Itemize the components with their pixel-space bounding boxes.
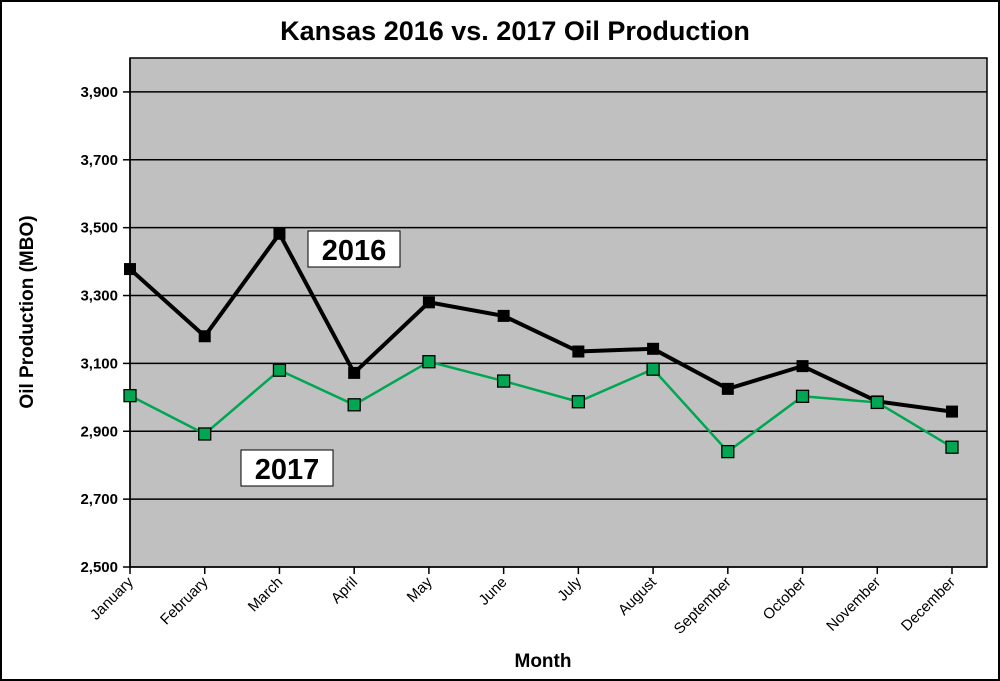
series-lines [128,230,953,454]
gridlines [130,91,987,500]
plot-area [129,57,988,568]
data-point-2016 [348,366,361,379]
series-label-2017: 2017 [240,449,334,487]
data-point-2016 [124,263,136,276]
x-axis-title: Month [515,651,572,672]
series-markers [123,227,959,459]
data-point-2017 [422,355,436,369]
data-point-2016 [422,296,435,309]
data-point-2017 [272,363,287,377]
data-point-2016 [273,227,286,240]
data-point-2017 [795,389,810,403]
y-tick-label: 2,500 [80,559,118,576]
data-point-2017 [123,388,137,403]
y-tick-label: 3,900 [80,84,118,101]
y-tick-label: 2,900 [80,423,118,440]
data-point-2016 [946,405,958,418]
y-tick-label: 3,700 [80,152,118,169]
y-tick-label: 2,700 [80,491,118,508]
y-tick-label: 3,500 [80,220,118,237]
data-point-2017 [198,427,212,441]
data-point-2017 [945,440,959,454]
series-label-2017-box [240,449,334,487]
series-line-2016 [128,230,953,414]
data-point-2017 [721,444,735,459]
series-label-2017-text: 2017 [255,454,320,486]
data-point-2017 [347,398,361,412]
data-point-2016 [721,382,734,395]
data-point-2016 [497,309,510,322]
data-point-2016 [572,345,585,358]
data-point-2016 [198,330,211,343]
chart-title: Kansas 2016 vs. 2017 Oil Production [280,16,750,46]
y-tick-label: 3,300 [80,288,118,305]
series-label-2016-box [307,230,401,268]
y-axis-title: Oil Production (MBO) [17,215,38,408]
series-label-2016: 2016 [307,230,401,268]
data-point-2016 [796,360,809,373]
series-label-2016-text: 2016 [322,235,387,267]
series-line-2017 [129,360,953,454]
data-point-2016 [647,342,660,355]
data-point-2017 [646,362,660,376]
y-tick-label: 3,100 [80,355,118,372]
data-point-2017 [496,374,511,388]
data-point-2017 [870,395,884,410]
data-point-2017 [571,395,586,409]
axes [123,58,987,574]
y-tick-labels: 2,500 2,700 2,900 3,100 3,300 3,500 3,700 3,900 [80,84,118,576]
